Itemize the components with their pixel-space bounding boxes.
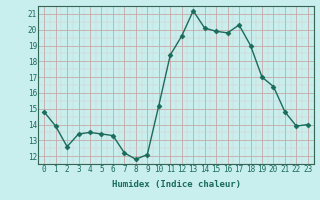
X-axis label: Humidex (Indice chaleur): Humidex (Indice chaleur) <box>111 180 241 189</box>
